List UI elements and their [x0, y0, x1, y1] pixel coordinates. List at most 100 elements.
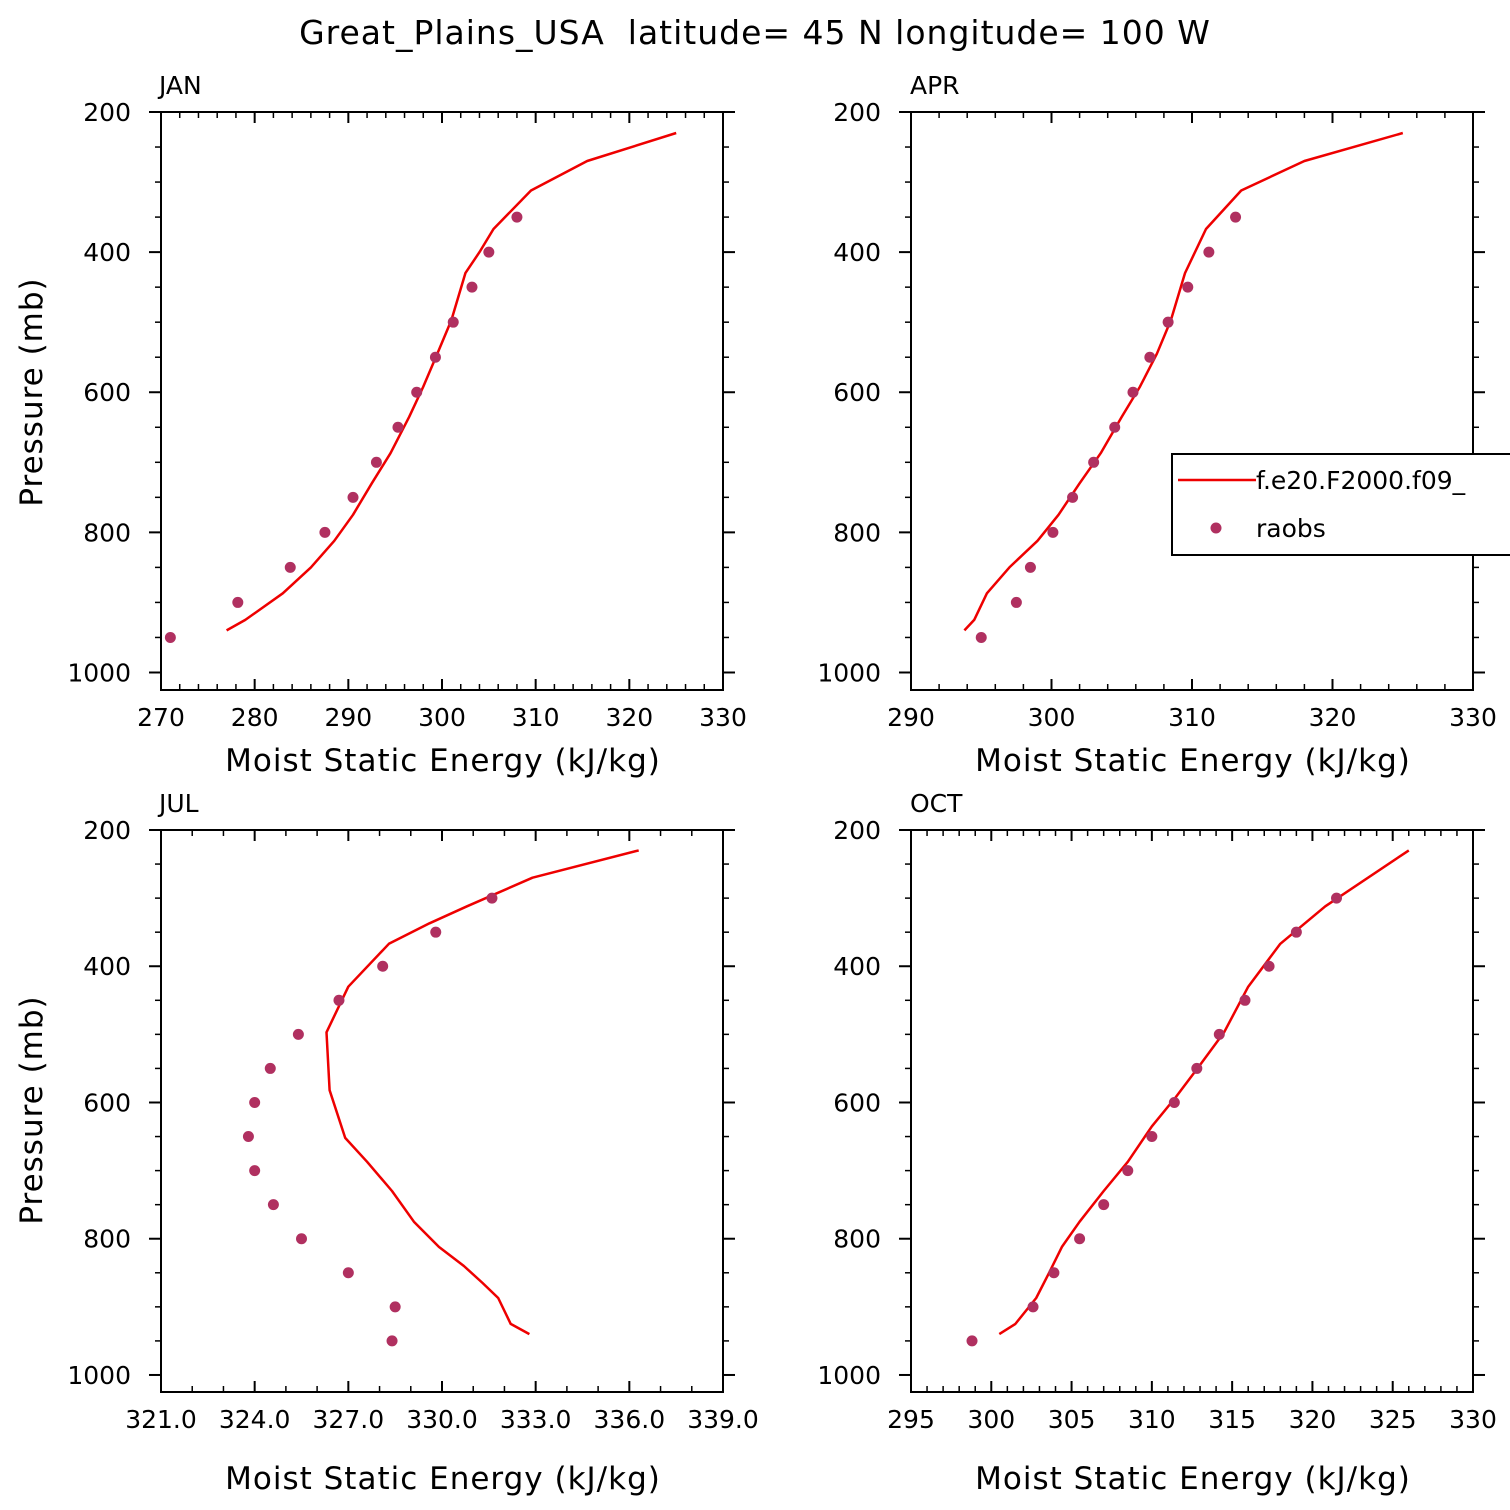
y-tick-label-apr: 400: [833, 238, 881, 267]
raobs-point-jul: [389, 1301, 401, 1313]
raobs-point-oct: [1146, 1131, 1158, 1143]
raobs-point-oct: [1122, 1165, 1134, 1177]
y-tick-label-jan: 1000: [67, 658, 131, 687]
raobs-point-apr: [1162, 316, 1174, 328]
y-tick-label-jul: 600: [83, 1088, 131, 1117]
raobs-point-apr: [1109, 421, 1121, 433]
figure-title: Great_Plains_USA latitude= 45 N longitud…: [299, 13, 1211, 52]
raobs-point-oct: [1098, 1199, 1110, 1211]
raobs-point-apr: [1127, 386, 1139, 398]
raobs-point-oct: [1263, 960, 1275, 972]
raobs-point-apr: [1182, 281, 1194, 293]
plot-frame-jul: [160, 829, 724, 1393]
x-tick-label-jul: 339.0: [687, 1405, 759, 1434]
x-tick-label-apr: 290: [887, 703, 935, 732]
y-tick-label-oct: 1000: [817, 1361, 881, 1390]
raobs-point-oct: [1168, 1096, 1180, 1108]
raobs-point-oct: [1048, 1267, 1060, 1279]
x-tick-label-jul: 333.0: [500, 1405, 572, 1434]
raobs-point-jul: [249, 1096, 261, 1108]
raobs-point-jan: [370, 456, 382, 468]
raobs-point-jul: [267, 1199, 279, 1211]
x-tick-label-apr: 330: [1449, 703, 1497, 732]
legend-model-label: f.e20.F2000.f09_: [1256, 466, 1466, 495]
panel-jan: JAN Moist Static Energy (kJ/kg) Pressure…: [14, 71, 747, 779]
x-axis-title-oct: Moist Static Energy (kJ/kg): [975, 1461, 1411, 1497]
raobs-point-jul: [249, 1165, 261, 1177]
plot-frame-apr: [910, 111, 1474, 691]
panel-title-jan: JAN: [157, 71, 202, 100]
raobs-point-apr: [1203, 246, 1215, 258]
raobs-point-jan: [429, 351, 441, 363]
x-tick-label-jul: 330.0: [406, 1405, 478, 1434]
x-tick-label-jan: 280: [231, 703, 279, 732]
legend-obs-label: raobs: [1256, 514, 1326, 543]
raobs-point-apr: [1144, 351, 1156, 363]
x-tick-label-oct: 305: [1048, 1405, 1096, 1434]
y-tick-label-apr: 200: [833, 98, 881, 127]
y-tick-label-jan: 400: [83, 238, 131, 267]
y-tick-label-jan: 600: [83, 378, 131, 407]
panel-apr: APR Moist Static Energy (kJ/kg) 290 300 31…: [817, 71, 1510, 779]
x-axis-title-apr: Moist Static Energy (kJ/kg): [975, 743, 1411, 779]
x-tick-label-apr: 300: [1028, 703, 1076, 732]
raobs-point-apr: [1010, 596, 1022, 608]
x-tick-label-oct: 300: [967, 1405, 1015, 1434]
raobs-point-jan: [392, 421, 404, 433]
raobs-point-jul: [333, 994, 345, 1006]
raobs-point-oct: [1191, 1062, 1203, 1074]
panel-title-jul: JUL: [157, 789, 199, 818]
y-tick-label-oct: 200: [833, 816, 881, 845]
raobs-point-apr: [1230, 211, 1242, 223]
raobs-point-jan: [483, 246, 495, 258]
raobs-point-jul: [292, 1028, 304, 1040]
panel-title-apr: APR: [910, 71, 960, 100]
y-axis-title-jan: Pressure (mb): [14, 277, 50, 506]
raobs-point-jan: [511, 211, 523, 223]
x-tick-label-jan: 300: [418, 703, 466, 732]
raobs-point-apr: [1024, 561, 1036, 573]
raobs-point-oct: [1027, 1301, 1039, 1313]
legend-box: [1171, 453, 1510, 556]
raobs-point-apr: [975, 631, 987, 643]
y-tick-label-jul: 200: [83, 816, 131, 845]
raobs-point-oct: [1331, 892, 1343, 904]
raobs-point-jul: [486, 892, 498, 904]
model-line-jul: [325, 849, 640, 1336]
raobs-point-jan: [347, 491, 359, 503]
y-tick-label-jul: 800: [83, 1225, 131, 1254]
plot-frame-jan: [160, 111, 724, 691]
y-tick-label-apr: 800: [833, 518, 881, 547]
raobs-point-jul: [296, 1233, 307, 1245]
raobs-point-jan: [466, 281, 478, 293]
x-tick-label-oct: 315: [1208, 1405, 1256, 1434]
x-tick-label-jul: 336.0: [594, 1405, 666, 1434]
model-line-oct: [998, 849, 1410, 1336]
y-tick-label-jul: 400: [83, 952, 131, 981]
raobs-point-jul: [264, 1062, 276, 1074]
plot-frame-oct: [910, 829, 1474, 1393]
x-tick-label-oct: 325: [1369, 1405, 1417, 1434]
raobs-point-jul: [430, 926, 442, 938]
raobs-point-jan: [164, 631, 176, 643]
panel-title-oct: OCT: [910, 789, 963, 818]
x-tick-label-apr: 310: [1168, 703, 1216, 732]
raobs-point-jan: [411, 386, 423, 398]
raobs-point-apr: [1067, 491, 1079, 503]
y-tick-label-oct: 400: [833, 952, 881, 981]
y-axis-title-jul: Pressure (mb): [14, 995, 50, 1224]
panel-oct: OCT Moist Static Energy (kJ/kg) 295 300 30…: [817, 789, 1496, 1497]
y-tick-label-oct: 600: [833, 1088, 881, 1117]
x-tick-label-jan: 330: [699, 703, 747, 732]
y-tick-label-apr: 1000: [817, 658, 881, 687]
y-tick-label-oct: 800: [833, 1225, 881, 1254]
x-tick-label-oct: 310: [1128, 1405, 1176, 1434]
raobs-point-oct: [1290, 926, 1302, 938]
x-tick-label-jan: 270: [137, 703, 185, 732]
y-tick-label-jul: 1000: [67, 1361, 131, 1390]
y-tick-label-jan: 800: [83, 518, 131, 547]
raobs-point-jul: [386, 1335, 398, 1347]
x-tick-label-jul: 321.0: [125, 1405, 197, 1434]
raobs-point-jan: [319, 526, 331, 538]
x-axis-title-jan: Moist Static Energy (kJ/kg): [225, 743, 661, 779]
